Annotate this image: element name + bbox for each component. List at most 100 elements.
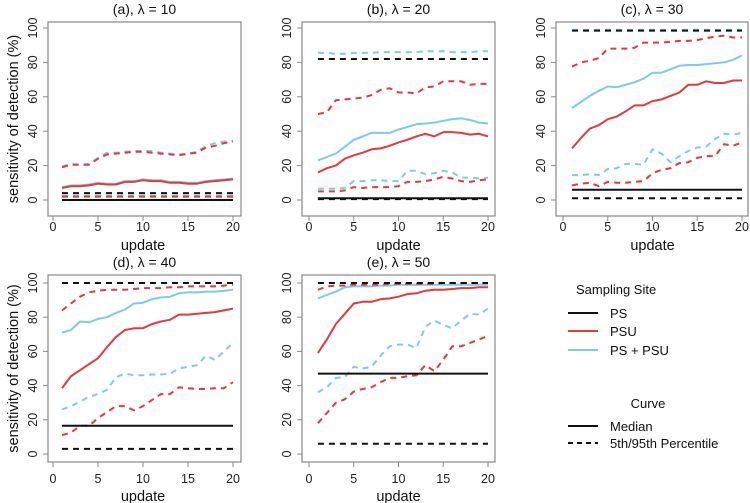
x-tick-label: 5 [95,472,102,486]
y-axis-title: sensitivity of detection (%) [6,284,22,452]
line-psu-p5 [571,141,743,188]
y-tick-label: 20 [26,413,40,427]
line-ps-psu-median [571,54,743,109]
plot-frame [47,274,242,463]
line-ps-psu-p5 [572,131,743,177]
x-axis-title: update [376,238,420,254]
line-psu-p5 [61,381,234,437]
y-tick-label: 80 [280,55,294,69]
line-psu-median [61,178,234,189]
plot-frame [555,21,749,217]
legend-site-title: Sampling Site [576,282,656,297]
legend-curve-title: Curve [631,396,666,411]
x-tick-label: 0 [50,472,57,486]
y-tick-label: 40 [280,379,294,393]
x-axis-title: update [630,238,674,254]
line-ps-psu-median [61,288,234,334]
x-tick-label: 20 [481,220,495,234]
panel-d: (d), λ = 40 0 5 10 15 20 0 20 40 60 80 100 update sen… [6,254,242,503]
panel-title: (c), λ = 30 [621,1,684,17]
x-tick-label: 0 [306,220,313,234]
y-tick-label: 0 [280,450,294,457]
line-ps-psu-p5 [61,342,234,411]
panel-c: (c), λ = 30 0 5 10 15 20 0 20 40 60 80 100 update [534,1,749,254]
x-axis-title: update [121,489,165,503]
x-tick-label: 0 [306,472,313,486]
line-ps-psu-p95 [317,50,488,55]
plot-frame [301,274,496,463]
panel-title: (e), λ = 50 [367,254,431,270]
y-tick-label: 100 [280,273,294,294]
y-tick-label: 100 [26,273,40,294]
x-tick-label: 0 [560,220,567,234]
legend-label-ps-psu: PS + PSU [610,343,669,358]
x-axis-title: update [121,238,165,254]
x-axis-title: update [376,489,420,503]
x-tick-label: 15 [436,472,450,486]
line-ps-psu-median [317,117,489,162]
y-tick-label: 20 [280,413,294,427]
panels: (a), λ = 100 5 10 15 20020406080100updatesen… [6,1,749,503]
line-ps-psu-p5 [317,169,489,190]
x-tick-label: 20 [226,220,240,234]
legend-label-median: Median [610,419,653,434]
x-tick-label: 10 [392,220,406,234]
panel-b: (b), λ = 20 0 5 10 15 20 0 20 40 60 80 100 update [280,1,496,254]
y-tick-label: 40 [534,124,548,138]
y-tick-label: 40 [26,124,40,138]
x-tick-label: 5 [350,220,357,234]
x-tick-label: 0 [50,220,57,234]
y-tick-label: 60 [26,344,40,358]
y-tick-label: 20 [26,159,40,173]
x-tick-label: 15 [690,220,704,234]
x-tick-label: 20 [481,472,495,486]
line-psu-p95 [571,34,742,68]
y-tick-label: 60 [534,90,548,104]
line-psu-median [571,79,742,150]
y-tick-label: 60 [280,90,294,104]
x-tick-label: 15 [181,472,195,486]
y-tick-label: 40 [26,379,40,393]
y-tick-label: 0 [26,450,40,457]
series-lines [317,282,489,445]
series-lines [317,50,489,201]
y-tick-label: 20 [280,159,294,173]
y-tick-label: 0 [280,196,294,203]
y-axis-title: sensitivity of detection (%) [6,35,22,203]
line-ps-psu-median [317,283,488,300]
panel-a: (a), λ = 10 0 5 10 15 20 0 20 40 60 80 100 update sen… [6,1,242,254]
y-tick-label: 40 [280,124,294,138]
series-lines [61,139,234,201]
x-tick-label: 5 [350,472,357,486]
series-lines [61,282,234,450]
y-tick-label: 100 [26,18,40,39]
legend-label-percentile: 5th/95th Percentile [610,436,718,451]
x-tick-label: 10 [136,472,150,486]
line-psu-p95 [317,80,488,115]
legend-label-psu: PSU [610,324,637,339]
x-tick-label: 10 [392,472,406,486]
line-psu-p5 [317,175,489,193]
y-tick-label: 100 [280,18,294,39]
line-psu-p95 [61,140,234,169]
line-psu-median [61,307,234,389]
y-tick-label: 60 [26,90,40,104]
y-tick-label: 60 [280,344,294,358]
x-tick-label: 10 [136,220,150,234]
y-tick-label: 0 [534,196,548,203]
x-tick-label: 5 [95,220,102,234]
y-tick-label: 0 [26,196,40,203]
line-psu-p95 [61,283,234,312]
y-tick-label: 80 [26,310,40,324]
y-tick-label: 80 [280,310,294,324]
x-tick-label: 15 [181,220,195,234]
line-ps-psu-p5 [317,307,489,394]
panel-e: (e), λ = 50 0 5 10 15 20 0 20 40 60 80 100 update [280,254,496,503]
line-psu-p5 [317,335,489,424]
panel-title: (b), λ = 20 [367,1,431,17]
line-psu-median [317,286,488,354]
y-tick-label: 80 [26,55,40,69]
legend: Sampling Site PS PSU PS + PSU Curve Medi… [568,282,718,451]
y-tick-label: 100 [534,18,548,39]
